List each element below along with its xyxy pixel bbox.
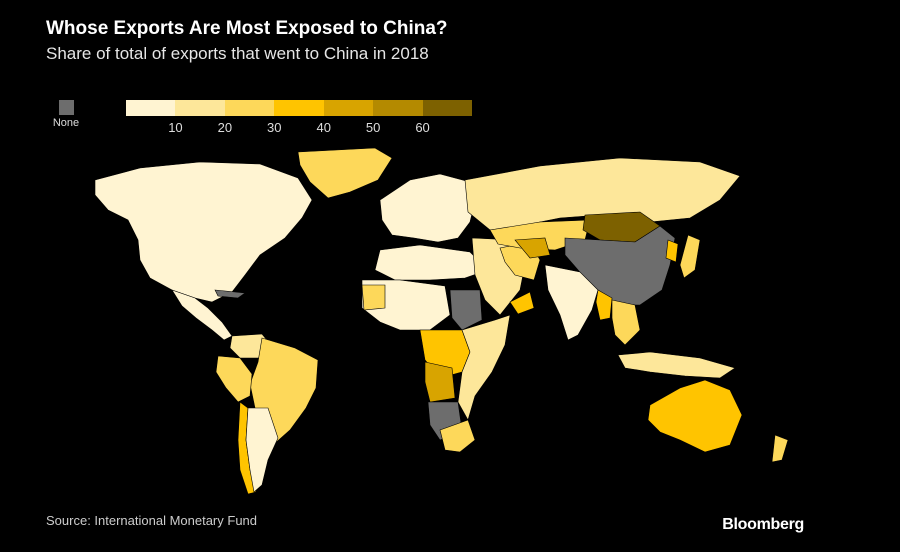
bloomberg-logo: Bloomberg (722, 516, 804, 533)
legend-tick-label: 40 (316, 120, 331, 135)
region-greenland (297, 147, 393, 199)
legend-none-swatch (58, 100, 74, 115)
region-japan (679, 234, 701, 279)
legend-tick-label: 50 (365, 120, 381, 135)
world-map (94, 147, 789, 495)
region-myanmar (595, 289, 613, 321)
legend-swatches (126, 100, 472, 116)
chart-title: Whose Exports Are Most Exposed to China? (46, 18, 448, 39)
region-southern-africa (439, 419, 476, 453)
chart-subtitle: Share of total of exports that went to C… (46, 44, 429, 63)
region-angola (424, 361, 456, 403)
region-indonesia (617, 351, 736, 379)
region-australia (647, 379, 743, 453)
region-east-africa (457, 314, 511, 421)
region-north-africa (374, 244, 489, 281)
source-note: Source: International Monetary Fund (46, 513, 258, 528)
legend-swatch (175, 100, 225, 116)
region-central-america (171, 289, 233, 341)
region-north-america (94, 161, 313, 303)
region-new-zealand (771, 434, 789, 463)
region-india (544, 264, 599, 341)
legend-tick-label: 60 (415, 120, 430, 135)
legend-swatch (373, 100, 423, 116)
legend-none-label: None (52, 117, 80, 129)
legend-tick-label: 10 (168, 120, 183, 135)
legend-swatch (323, 100, 374, 116)
region-argentina (245, 407, 279, 493)
region-turkmenistan (514, 237, 551, 259)
legend-swatch (126, 100, 176, 116)
region-peru (215, 355, 253, 403)
legend-none: None (46, 100, 86, 129)
legend-tick-label: 30 (267, 120, 282, 135)
region-cuba (214, 289, 246, 299)
legend-swatch (224, 100, 275, 116)
region-southeast-asia (611, 299, 641, 346)
region-oman (509, 291, 535, 315)
region-europe (379, 173, 476, 243)
legend-swatch (274, 100, 324, 116)
region-sudan (449, 289, 483, 331)
legend-color-scale: 10 20 30 40 50 60 (126, 100, 472, 140)
legend-ticks: 10 20 30 40 50 60 (126, 116, 472, 136)
legend-swatch (422, 100, 472, 116)
region-mauritania (361, 284, 386, 311)
legend-tick-label: 20 (217, 120, 233, 135)
region-korea (665, 239, 679, 263)
